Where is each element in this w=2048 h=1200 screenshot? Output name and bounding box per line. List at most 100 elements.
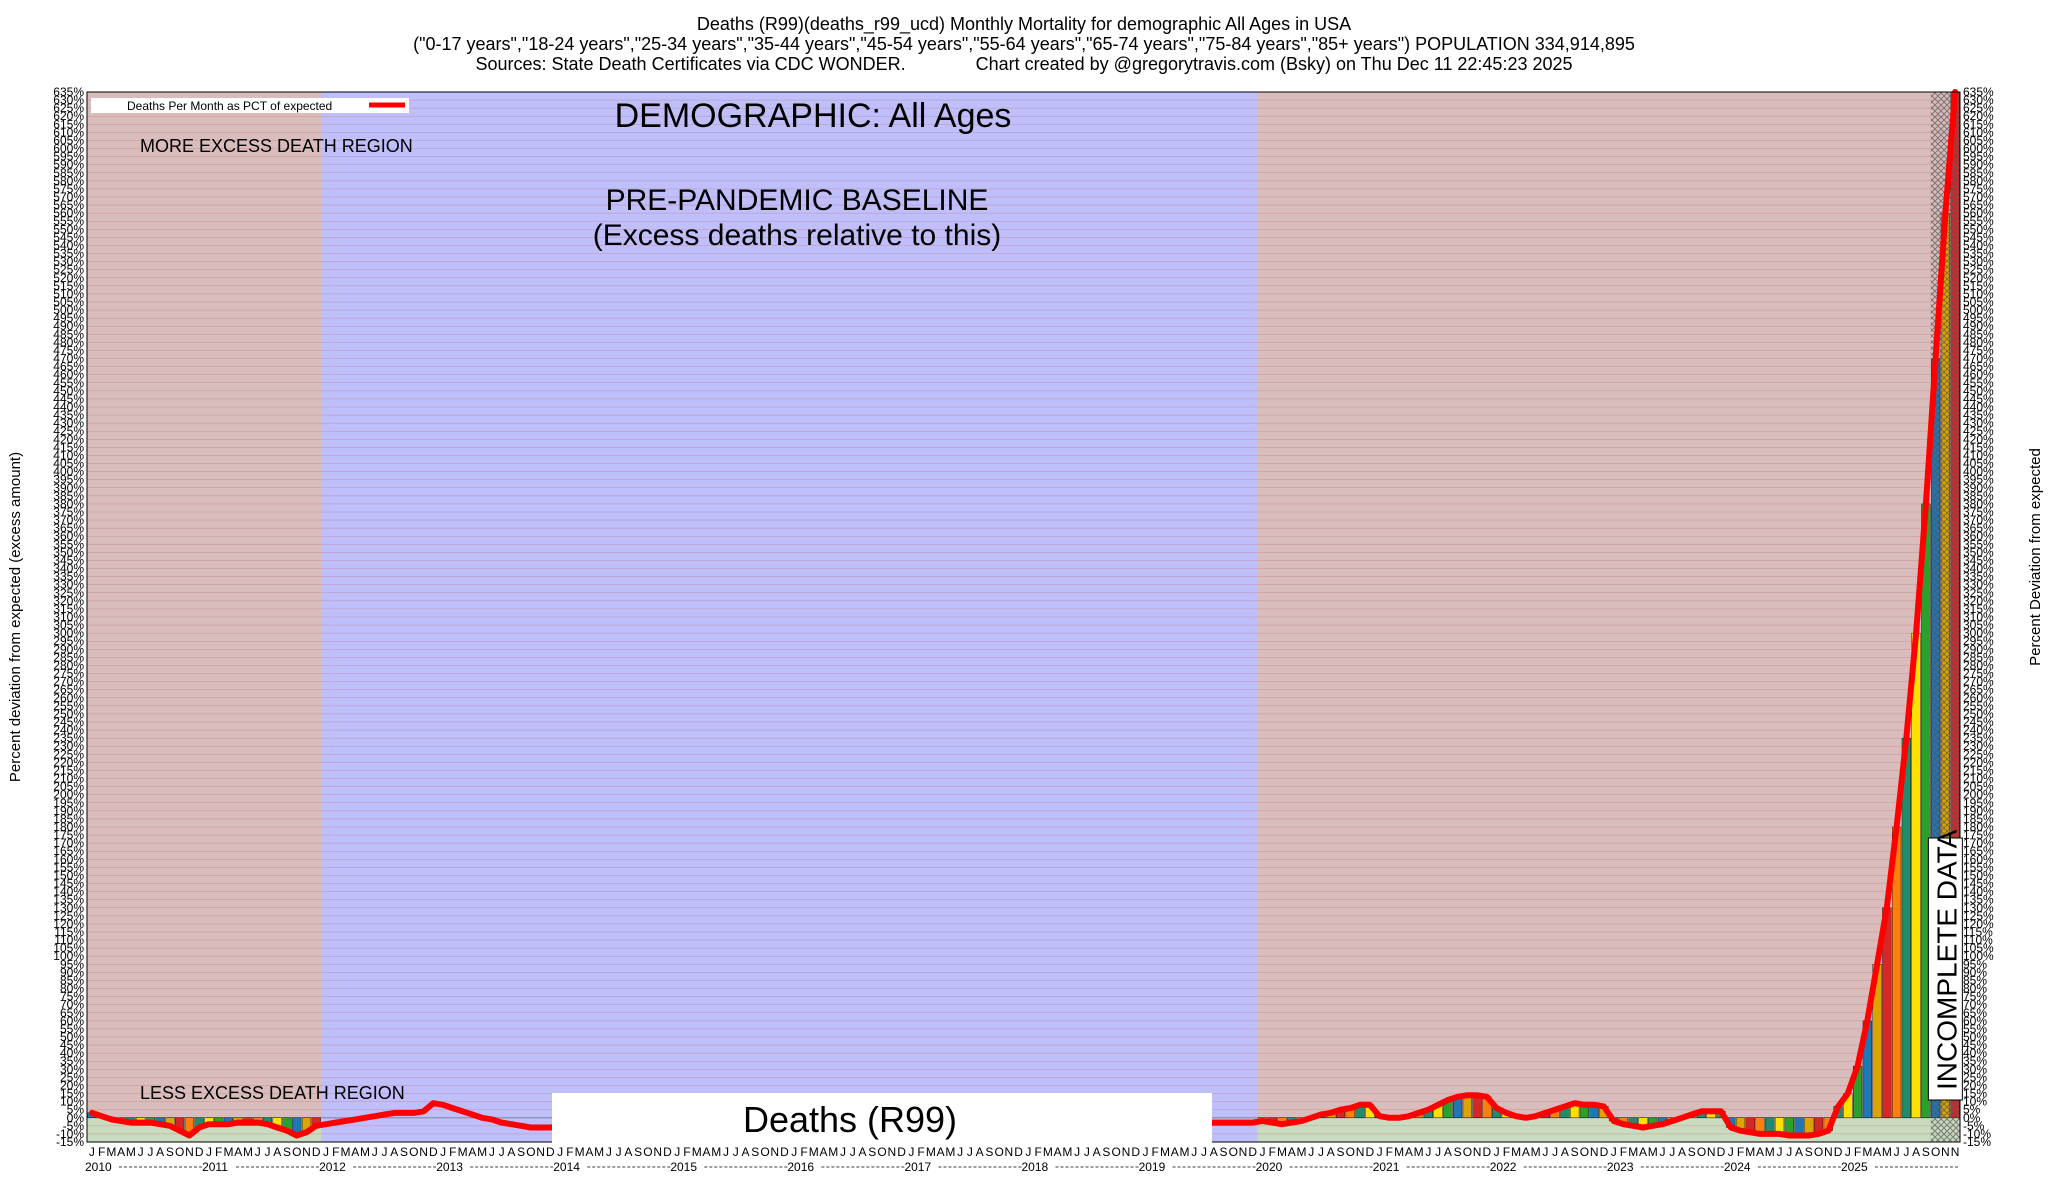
x-tick-month: S [868, 1145, 876, 1159]
y-tick-label-left: 55% [60, 1022, 84, 1036]
x-tick-month: M [126, 1145, 136, 1159]
y-tick-label-left: 635% [53, 85, 84, 99]
y-tick-label-right: 635% [1963, 85, 1994, 99]
y-tick-label-left: 380% [53, 497, 84, 511]
x-tick-month: M [1062, 1145, 1072, 1159]
y-tick-label-left: 430% [53, 416, 84, 430]
x-tick-month: J [791, 1145, 797, 1159]
y-tick-label-right: 615% [1963, 117, 1994, 131]
x-tick-month: S [166, 1145, 174, 1159]
x-tick-month: J [723, 1145, 729, 1159]
y-tick-label-right: 290% [1963, 642, 1994, 656]
y-tick-label-left: 510% [53, 287, 84, 301]
y-tick-label-right: 135% [1963, 893, 1994, 907]
y-tick-label-left: -15% [56, 1135, 84, 1149]
x-tick-month: J [606, 1145, 612, 1159]
y-tick-label-right: 165% [1963, 844, 1994, 858]
y-tick-label-left: 575% [53, 182, 84, 196]
x-tick-year: 2025 [1841, 1160, 1868, 1174]
y-tick-label-right: 265% [1963, 683, 1994, 697]
x-tick-month: M [828, 1145, 838, 1159]
y-tick-label-right: 200% [1963, 788, 1994, 802]
y-tick-label-left: 320% [53, 594, 84, 608]
y-tick-label-left: 295% [53, 634, 84, 648]
y-tick-label-left: 30% [60, 1062, 84, 1076]
y-tick-label-right: 45% [1963, 1038, 1987, 1052]
x-tick-month: F [215, 1145, 222, 1159]
x-tick-month: A [1678, 1145, 1686, 1159]
y-tick-label-left: 245% [53, 715, 84, 729]
y-tick-label-left: 540% [53, 238, 84, 252]
x-tick-month: F [1034, 1145, 1041, 1159]
y-tick-label-right: 475% [1963, 343, 1994, 357]
y-tick-label-right: 605% [1963, 133, 1994, 147]
x-tick-month: M [341, 1145, 351, 1159]
y-tick-label-right: 505% [1963, 295, 1994, 309]
x-tick-month: F [1737, 1145, 1744, 1159]
demographic-label: DEMOGRAPHIC: All Ages [615, 97, 1012, 135]
y-tick-label-left: 505% [53, 295, 84, 309]
x-tick-month: M [1160, 1145, 1170, 1159]
x-tick-month: J [1191, 1145, 1197, 1159]
y-tick-label-left: 610% [53, 125, 84, 139]
x-tick-month: A [1522, 1145, 1530, 1159]
y-tick-label-left: 315% [53, 602, 84, 616]
y-tick-label-right: 205% [1963, 780, 1994, 794]
x-tick-month: F [1386, 1145, 1393, 1159]
x-tick-month: J [1025, 1145, 1031, 1159]
y-tick-label-right: 320% [1963, 594, 1994, 608]
y-tick-label-left: 80% [60, 982, 84, 996]
x-tick-month: M [1414, 1145, 1424, 1159]
chart-title: Deaths (R99)(deaths_r99_ucd) Monthly Mor… [696, 14, 1352, 34]
y-tick-label-right: 285% [1963, 650, 1994, 664]
y-tick-label-right: 385% [1963, 489, 1994, 503]
x-tick-month: J [1494, 1145, 1500, 1159]
y-tick-label-right: 415% [1963, 440, 1994, 454]
x-tick-month: J [264, 1145, 270, 1159]
x-tick-month: A [1873, 1145, 1881, 1159]
y-tick-label-right: 155% [1963, 860, 1994, 874]
y-tick-label-left: 95% [60, 957, 84, 971]
x-tick-month: J [1611, 1145, 1617, 1159]
y-tick-label-left: 5% [67, 1103, 85, 1117]
x-tick-month: M [1277, 1145, 1287, 1159]
y-tick-label-left: 480% [53, 335, 84, 349]
y-tick-label-right: 345% [1963, 553, 1994, 567]
x-tick-month: M [243, 1145, 253, 1159]
y-tick-label-left: 325% [53, 586, 84, 600]
x-tick-month: D [1014, 1145, 1023, 1159]
y-tick-label-left: 90% [60, 965, 84, 979]
y-tick-label-right: 190% [1963, 804, 1994, 818]
x-tick-month: M [458, 1145, 468, 1159]
x-tick-month: S [283, 1145, 291, 1159]
x-tick-month: J [1903, 1145, 1909, 1159]
y-tick-label-right: 80% [1963, 982, 1987, 996]
y-tick-label-right: 20% [1963, 1078, 1987, 1092]
y-tick-label-left: 195% [53, 796, 84, 810]
x-tick-month: S [517, 1145, 525, 1159]
y-tick-label-left: 495% [53, 311, 84, 325]
y-tick-label-right: 335% [1963, 570, 1994, 584]
y-tick-label-right: 175% [1963, 828, 1994, 842]
x-tick-month: A [702, 1145, 710, 1159]
y-tick-label-right: 540% [1963, 238, 1994, 252]
x-tick-month: S [1102, 1145, 1110, 1159]
x-tick-month: O [1580, 1145, 1589, 1159]
x-tick-month: J [557, 1145, 563, 1159]
y-tick-label-right: 215% [1963, 763, 1994, 777]
x-tick-month: M [1179, 1145, 1189, 1159]
x-tick-month: F [449, 1145, 456, 1159]
x-tick-month: S [400, 1145, 408, 1159]
x-tick-month: A [1444, 1145, 1452, 1159]
y-tick-label-right: 255% [1963, 699, 1994, 713]
x-tick-month: J [499, 1145, 505, 1159]
y-tick-label-right: 370% [1963, 513, 1994, 527]
y-tick-label-right: 210% [1963, 772, 1994, 786]
y-tick-label-right: 465% [1963, 360, 1994, 374]
y-tick-label-left: 260% [53, 691, 84, 705]
y-tick-label-right: 570% [1963, 190, 1994, 204]
chart-title-block: Deaths (R99)(deaths_r99_ucd) Monthly Mor… [0, 14, 2048, 74]
y-axis-title-right: Percent Deviation from expected [2027, 448, 2044, 666]
x-tick-month: A [156, 1145, 164, 1159]
